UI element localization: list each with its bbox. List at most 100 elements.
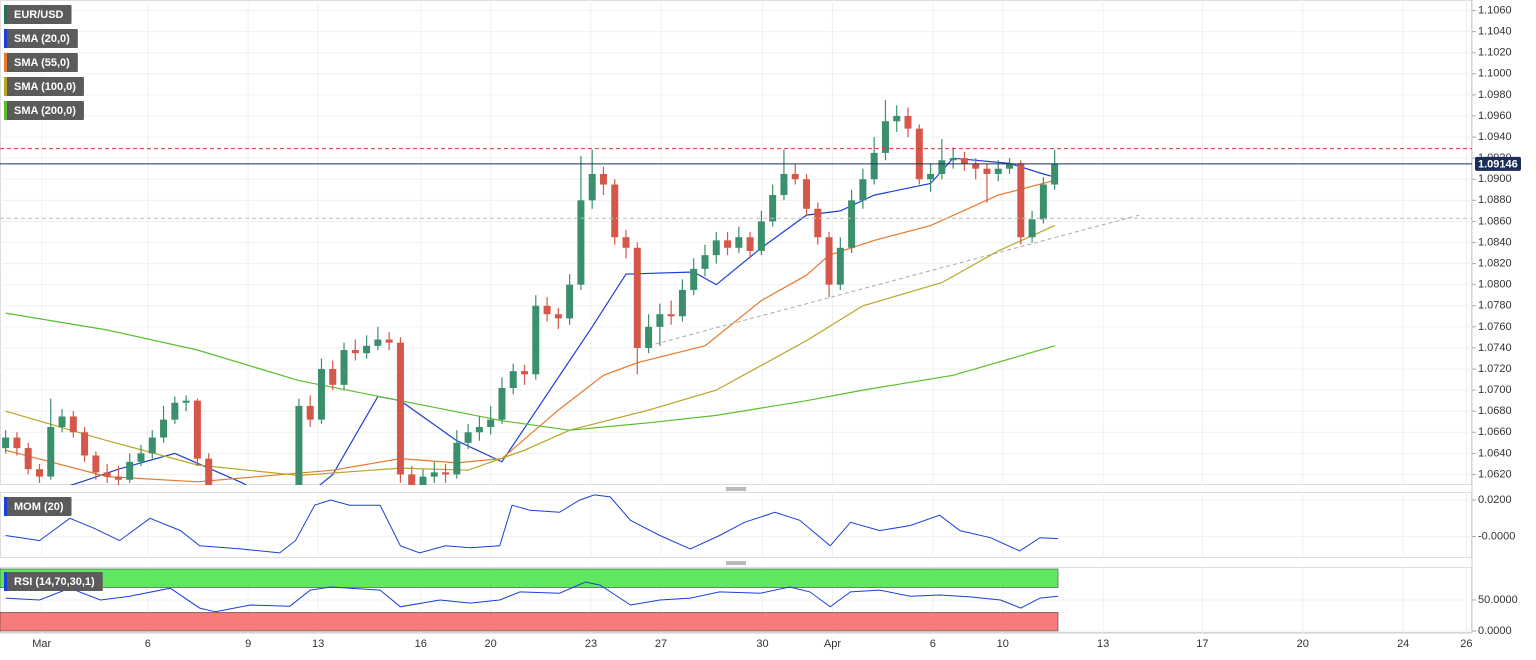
candle-body (791, 173, 799, 180)
line (5, 179, 1055, 483)
legend-swatch (4, 497, 7, 516)
candle-body (396, 342, 404, 475)
candle-body (408, 474, 416, 485)
candle-body (1006, 163, 1014, 169)
x-tick-label: 20 (1297, 638, 1309, 650)
legend-label: EUR/USD (14, 9, 64, 21)
x-tick-label: 24 (1397, 638, 1409, 650)
y-tick-label: 1.0700 (1478, 384, 1512, 396)
y-tick-label: 1.0840 (1478, 236, 1512, 248)
last-price-box (1475, 156, 1521, 171)
candle-body (848, 200, 856, 248)
legend-label: SMA (20,0) (14, 33, 70, 45)
candle-body (599, 173, 607, 185)
x-tick-label: 17 (1196, 638, 1208, 650)
candle-body (1039, 184, 1047, 220)
legend-item: SMA (100,0) (4, 77, 84, 96)
x-tick-label: 6 (930, 638, 936, 650)
candle-body (769, 195, 777, 222)
candle-body (938, 160, 946, 174)
line (648, 214, 1140, 347)
panel-handle[interactable] (726, 561, 746, 565)
candle-body (1017, 163, 1025, 238)
legend-label: SMA (200,0) (14, 105, 76, 117)
line (5, 494, 1059, 554)
x-tick-label: 6 (145, 638, 151, 650)
legend-item: MOM (20) (4, 497, 72, 516)
x-tick-label: 16 (415, 638, 427, 650)
candle-body (915, 128, 923, 180)
x-tick-label: 13 (312, 638, 324, 650)
y-tick-label: 1.0740 (1478, 342, 1512, 354)
candle-body (385, 339, 393, 343)
candle-body (983, 168, 991, 174)
candle-body (814, 208, 822, 238)
legend-label: RSI (14,70,30,1) (14, 576, 95, 588)
candle-body (927, 173, 935, 180)
panel-handle[interactable] (726, 487, 746, 491)
legend-box (4, 53, 78, 72)
line (5, 581, 1059, 613)
legend-swatch (4, 53, 7, 72)
candle-body (960, 158, 968, 164)
candle-body (893, 115, 901, 122)
y-tick-label: 1.0720 (1478, 363, 1512, 375)
candle-body (430, 472, 438, 477)
x-tick-label: 9 (245, 638, 251, 650)
candle-body (340, 350, 348, 385)
x-tick-label: Apr (824, 638, 841, 650)
y-tick-label: 0.0000 (1478, 625, 1512, 637)
candle-body (103, 472, 111, 477)
legend-box (4, 5, 72, 24)
candle-body (633, 247, 641, 348)
legend-box (4, 29, 78, 48)
plot-area (0, 567, 1472, 633)
plot-area (0, 492, 1472, 558)
candle-body (317, 369, 325, 420)
candle-body (972, 163, 980, 169)
candle-body (712, 240, 720, 256)
candle-body (532, 305, 540, 375)
y-tick-label: 50.0000 (1478, 594, 1518, 606)
candle-body (295, 405, 303, 485)
legend-swatch (4, 29, 7, 48)
y-tick-label: 1.1020 (1478, 47, 1512, 59)
legend-swatch (4, 77, 7, 96)
candle-body (329, 369, 337, 385)
candle-body (780, 173, 788, 196)
x-tick-label: Mar (32, 638, 51, 650)
legend-label: MOM (20) (14, 501, 64, 513)
y-tick-label: 1.0620 (1478, 468, 1512, 480)
candle-body (442, 472, 450, 475)
line (5, 312, 1055, 431)
candle-body (193, 400, 201, 459)
candle-body (554, 314, 562, 319)
candle-body (148, 437, 156, 454)
y-tick-label: 1.0880 (1478, 194, 1512, 206)
y-tick-label: 1.0940 (1478, 131, 1512, 143)
candle-body (701, 255, 709, 269)
candle-body (802, 179, 810, 209)
y-tick-label: -0.0000 (1478, 531, 1515, 543)
last-price-label: 1.09146 (1478, 158, 1518, 170)
candle-body (543, 305, 551, 315)
candle-body (47, 427, 55, 477)
candle-body (498, 388, 506, 420)
candle-body (464, 432, 472, 443)
y-tick-label: 1.0680 (1478, 405, 1512, 417)
candle-body (81, 432, 89, 456)
candle-body (351, 350, 359, 354)
legend-swatch (4, 572, 7, 591)
candle-body (577, 200, 585, 285)
candle-body (611, 184, 619, 238)
candle-body (881, 121, 889, 153)
candle-body (521, 371, 529, 375)
candle-body (475, 427, 483, 433)
candle-body (1028, 219, 1036, 238)
candle-body (757, 221, 765, 251)
y-tick-label: 1.0820 (1478, 257, 1512, 269)
y-tick-label: 1.0660 (1478, 426, 1512, 438)
candle-body (994, 168, 1002, 174)
legend-item: SMA (20,0) (4, 29, 78, 48)
